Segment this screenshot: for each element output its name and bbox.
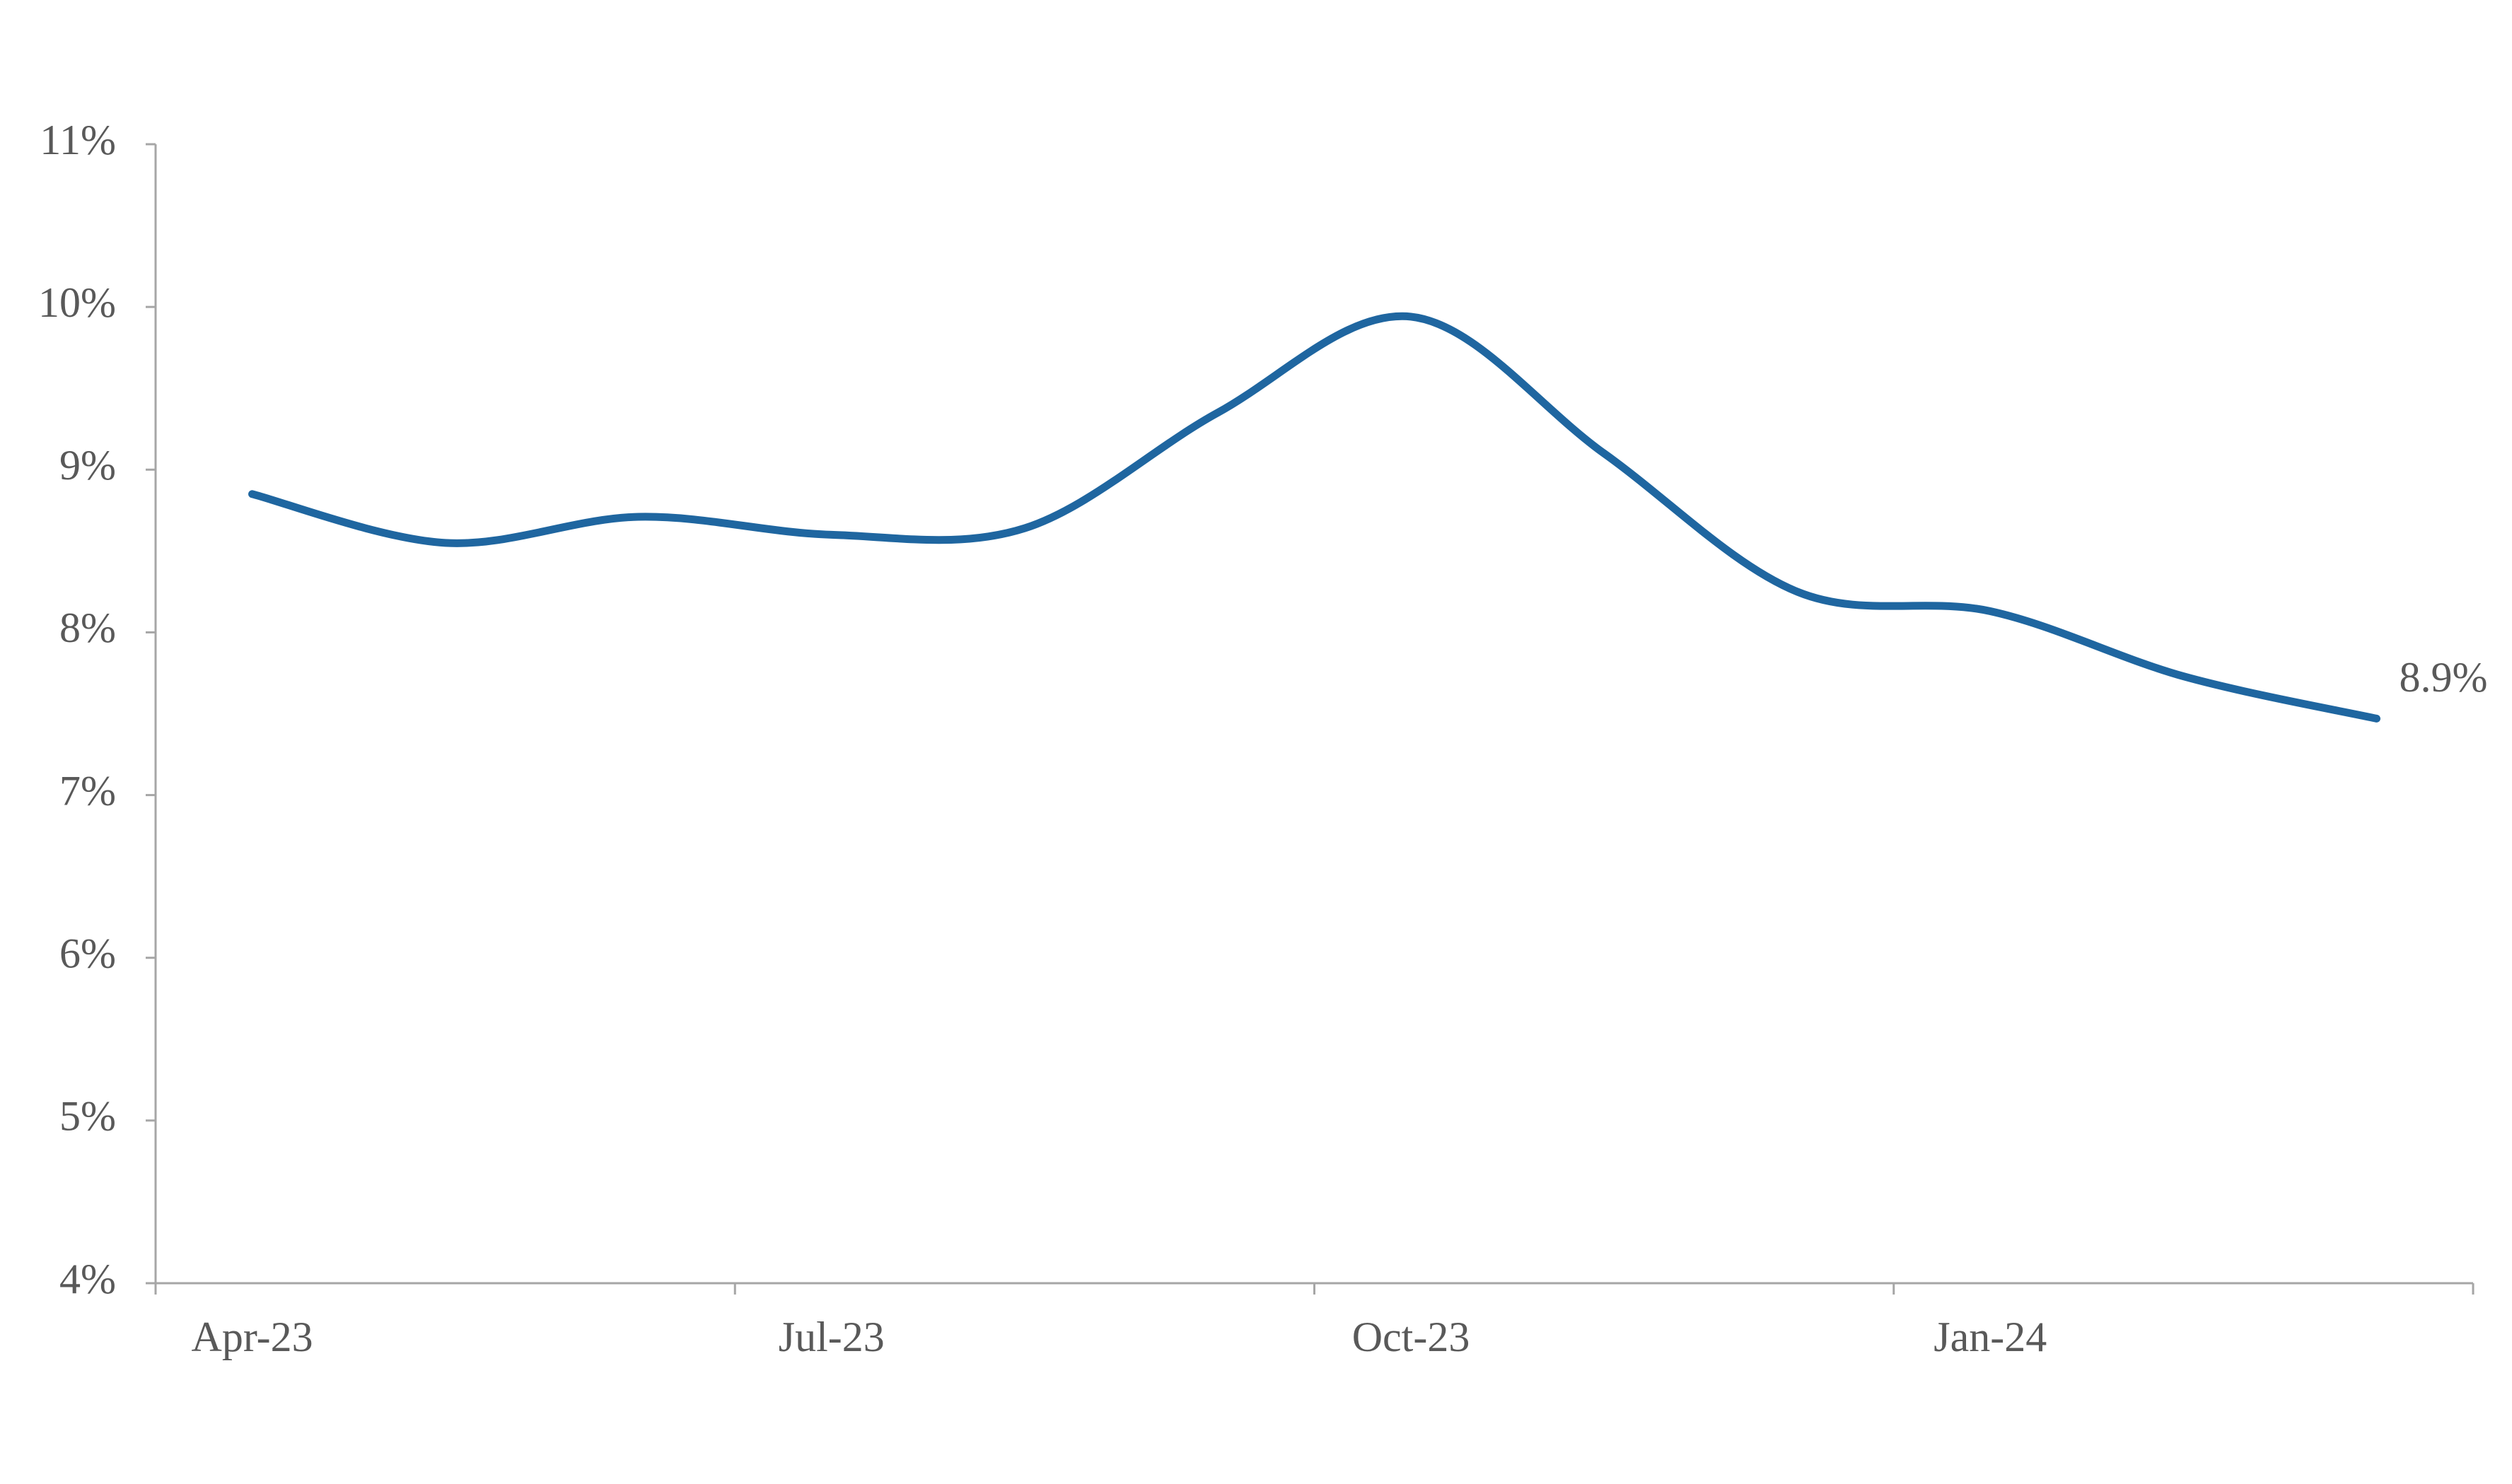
- y-tick-label: 5%: [59, 1093, 116, 1140]
- y-tick-label: 10%: [38, 279, 116, 326]
- line-series: [248, 312, 2380, 723]
- x-tick-label: Oct-23: [1352, 1314, 1470, 1360]
- x-tick-label: Apr-23: [191, 1314, 313, 1360]
- y-tick-label: 11%: [40, 117, 116, 163]
- y-tick-label: 7%: [59, 767, 116, 814]
- y-tick-label: 4%: [59, 1256, 116, 1302]
- x-tick-label: Jul-23: [779, 1314, 885, 1360]
- y-tick-label: 6%: [59, 930, 116, 976]
- y-tick-label: 9%: [59, 442, 116, 489]
- y-tick-label: 8%: [59, 604, 116, 651]
- annotation: 8.9%: [2399, 654, 2487, 701]
- x-tick-label: Jan-24: [1934, 1314, 2047, 1360]
